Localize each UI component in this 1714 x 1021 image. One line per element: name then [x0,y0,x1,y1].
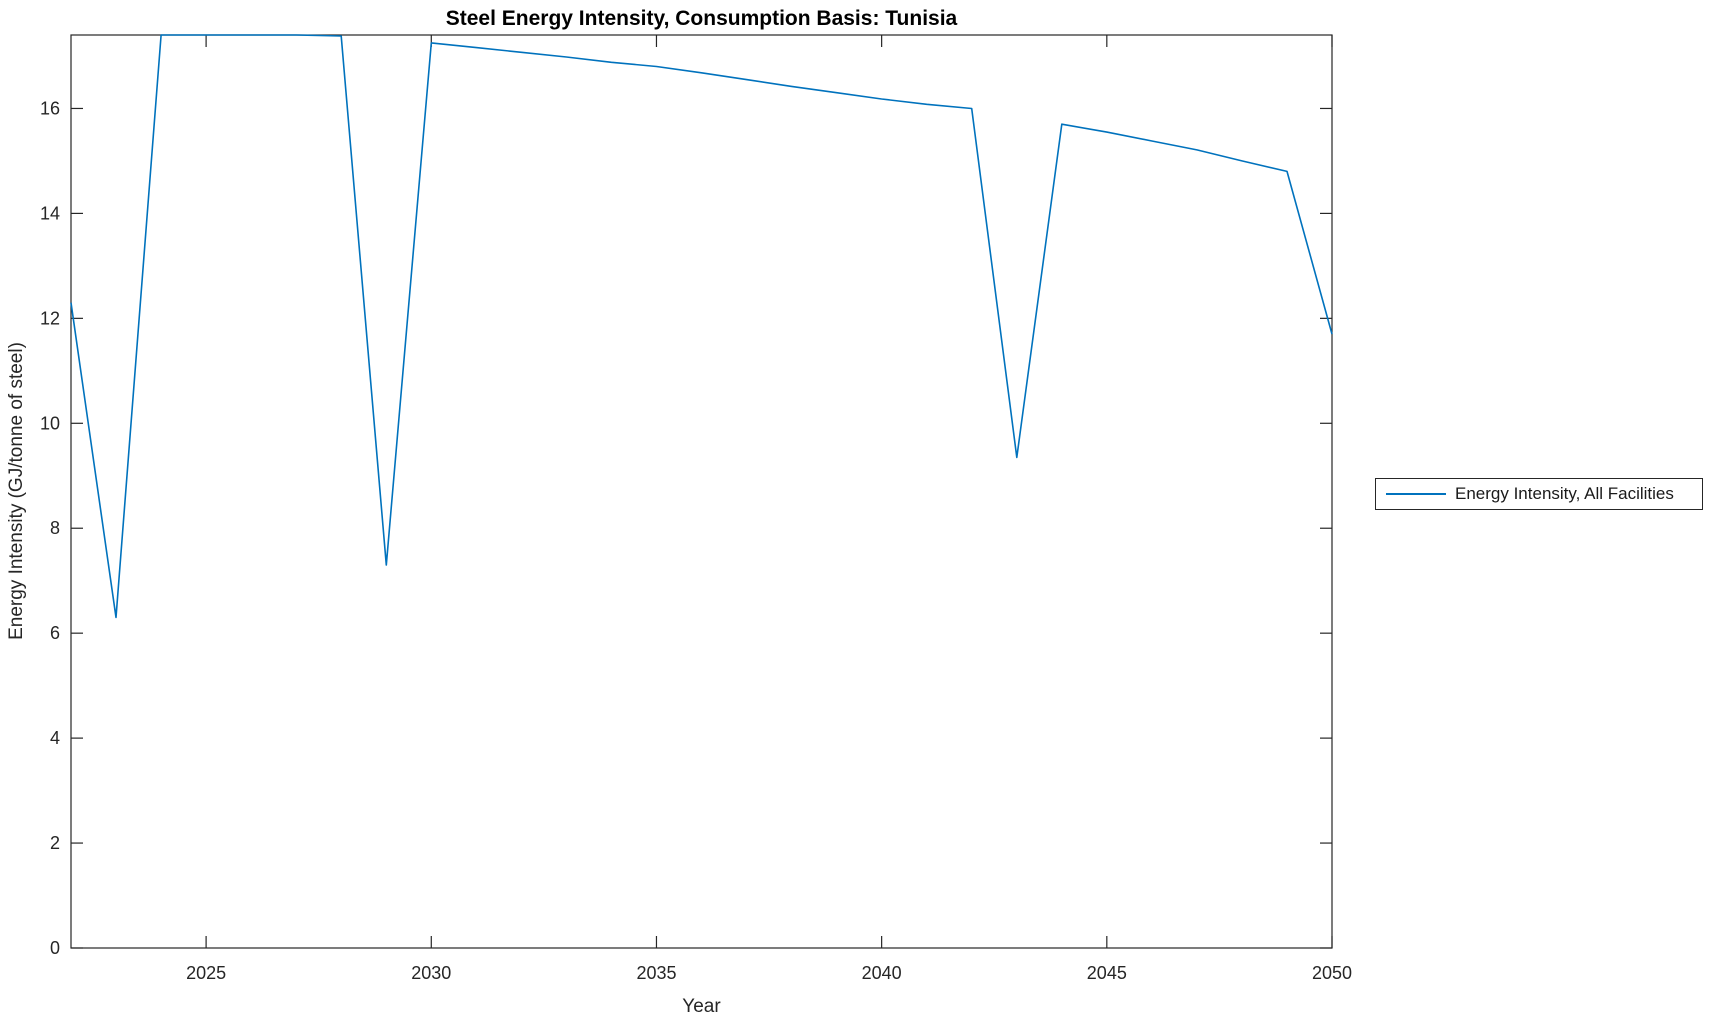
legend-label: Energy Intensity, All Facilities [1455,484,1674,503]
legend: Energy Intensity, All Facilities [1375,478,1703,510]
y-tick-label: 12 [40,308,60,328]
y-tick-label: 14 [40,203,60,223]
y-tick-label: 4 [50,728,60,748]
x-tick-label: 2045 [1087,963,1127,983]
y-tick-label: 0 [50,938,60,958]
plot-border [70,34,1333,949]
x-axis-label: Year [682,996,721,1017]
y-tick-label: 10 [40,413,60,433]
y-tick-label: 8 [50,518,60,538]
y-tick-label: 16 [40,98,60,118]
x-tick-label: 2025 [186,963,226,983]
x-tick-label: 2040 [862,963,902,983]
legend-line-sample [1386,493,1446,495]
x-tick-label: 2050 [1312,963,1352,983]
x-tick-label: 2030 [411,963,451,983]
y-axis-label: Energy Intensity (GJ/tonne of steel) [6,342,27,640]
y-tick-label: 2 [50,833,60,853]
y-tick-label: 6 [50,623,60,643]
chart-title: Steel Energy Intensity, Consumption Basi… [445,7,958,30]
x-tick-label: 2035 [636,963,676,983]
series-line [70,34,1333,619]
